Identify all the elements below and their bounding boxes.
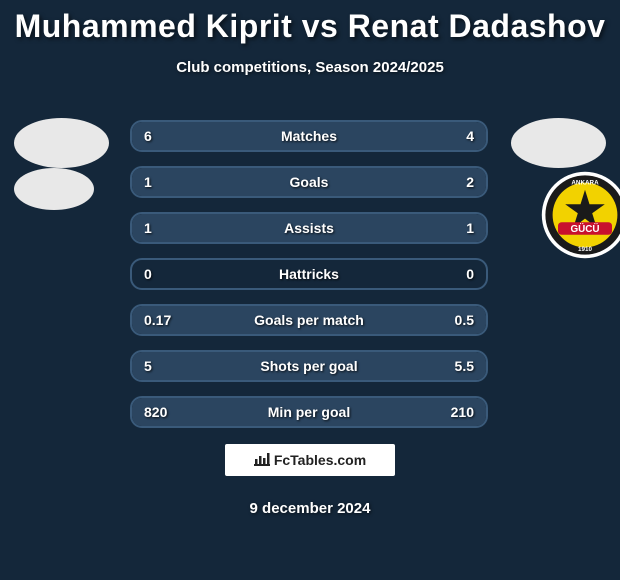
stats-comparison-bars: 64Matches 12Goals 11Assists 00Hattricks 0.17… [130, 120, 488, 442]
fctables-branding: FcTables.com [225, 444, 395, 476]
stat-row: 64Matches [130, 120, 488, 152]
stat-label: Matches [132, 122, 486, 150]
player-right-avatar-placeholder [511, 118, 606, 168]
stat-row: 11Assists [130, 212, 488, 244]
stat-label: Assists [132, 214, 486, 242]
player-left-avatar-placeholder [14, 118, 109, 168]
player-right-club-badge: GÜCÜ ANKARA 1910 [540, 170, 620, 260]
svg-text:ANKARA: ANKARA [571, 179, 599, 186]
stat-label: Goals [132, 168, 486, 196]
comparison-title: Muhammed Kiprit vs Renat Dadashov [0, 0, 620, 45]
stat-label: Goals per match [132, 306, 486, 334]
stat-row: 55.5Shots per goal [130, 350, 488, 382]
stat-label: Shots per goal [132, 352, 486, 380]
stat-label: Hattricks [132, 260, 486, 288]
comparison-subtitle: Club competitions, Season 2024/2025 [0, 59, 620, 76]
stat-row: 12Goals [130, 166, 488, 198]
stat-row: 820210Min per goal [130, 396, 488, 428]
chart-icon [254, 452, 270, 469]
stat-row: 00Hattricks [130, 258, 488, 290]
stat-label: Min per goal [132, 398, 486, 426]
player-left-club-placeholder [14, 168, 94, 210]
snapshot-date: 9 december 2024 [0, 500, 620, 517]
branding-text: FcTables.com [274, 452, 366, 468]
stat-row: 0.170.5Goals per match [130, 304, 488, 336]
svg-text:1910: 1910 [578, 246, 593, 253]
svg-text:GÜCÜ: GÜCÜ [570, 224, 599, 235]
